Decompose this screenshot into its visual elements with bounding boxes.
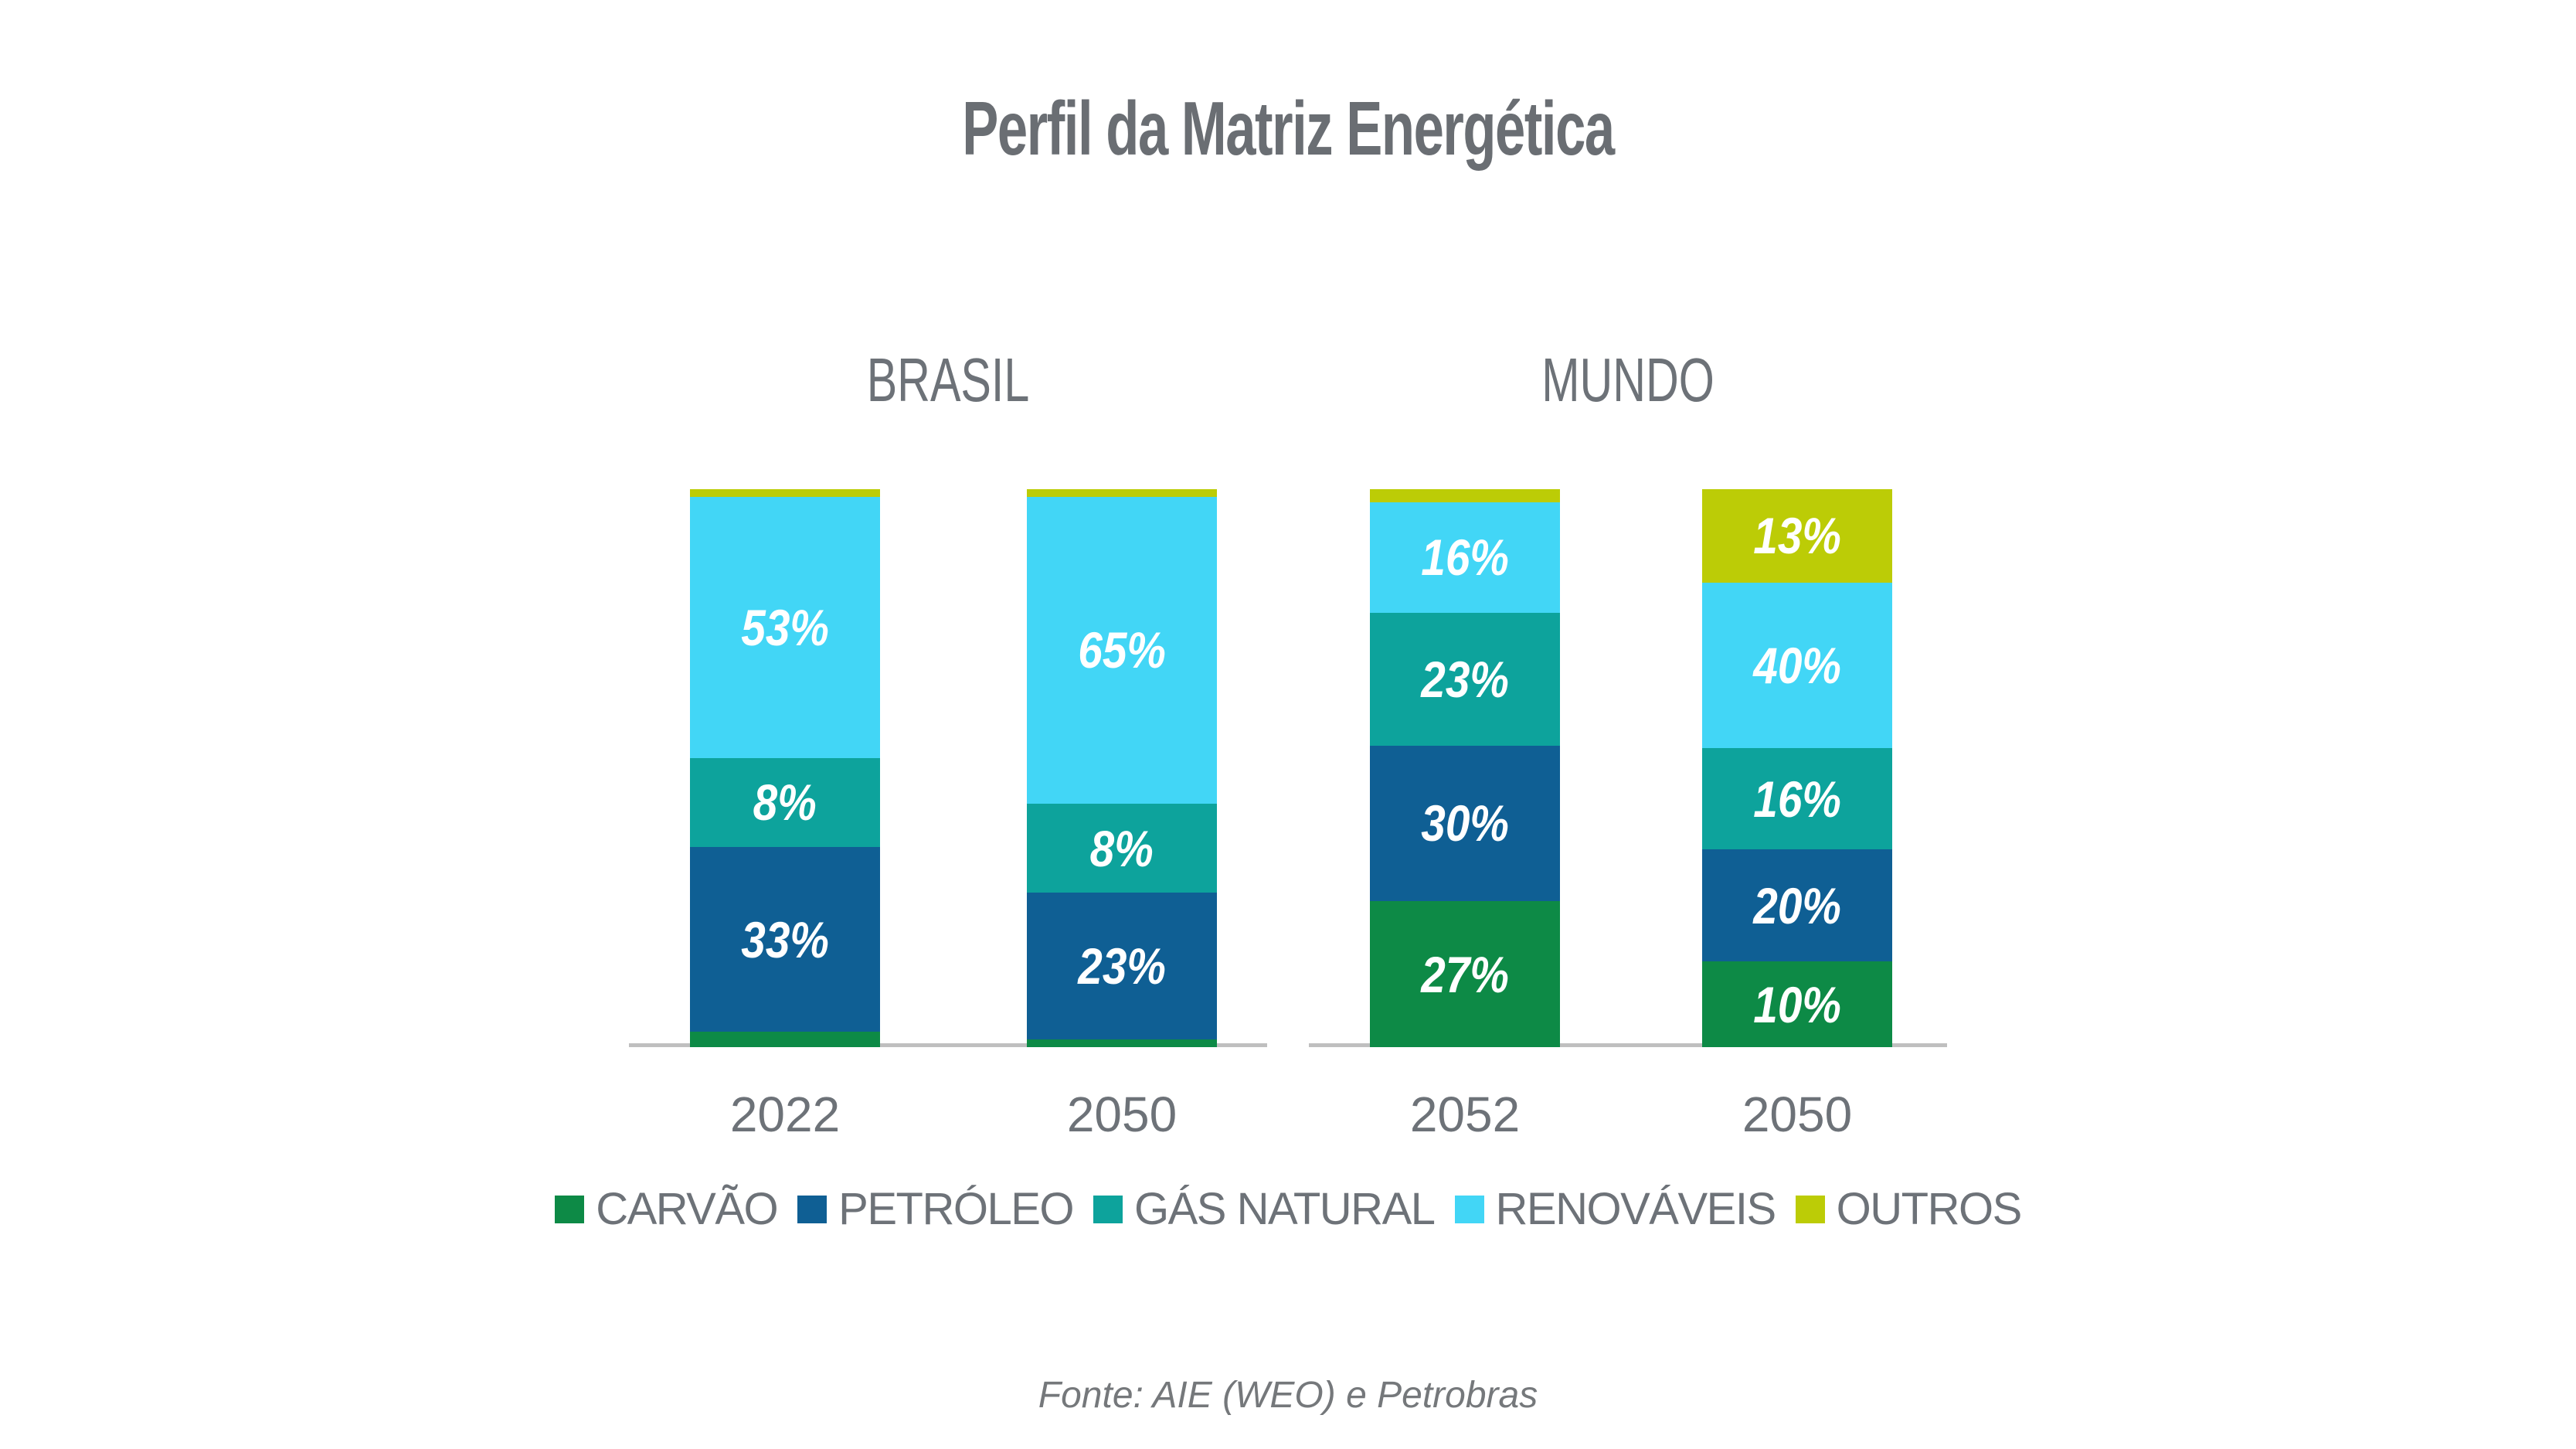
legend-label-renovaveis: RENOVÁVEIS — [1495, 1184, 1777, 1234]
bar-mundo-2050: 13% 40% 16% 20% 10% — [1702, 489, 1892, 1047]
bar-brasil-2022: 53% 8% 33% — [690, 489, 880, 1047]
x-axis-label-brasil-2050: 2050 — [1066, 1087, 1178, 1142]
segment-outros — [1027, 489, 1217, 497]
segment-value-label: 13% — [1753, 507, 1841, 565]
legend-label-carvao: CARVÃO — [596, 1184, 778, 1234]
segment-value-label: 33% — [741, 910, 829, 968]
group-label-mundo: MUNDO — [1541, 345, 1715, 414]
segment-gas_natural: 23% — [1370, 612, 1560, 746]
segment-value-label: 16% — [1753, 770, 1841, 828]
legend: CARVÃO PETRÓLEO GÁS NATURAL RENOVÁVEIS O… — [0, 1183, 2576, 1235]
segment-value-label: 65% — [1078, 621, 1166, 679]
x-axis-label-mundo-2052: 2052 — [1409, 1087, 1521, 1142]
segment-value-label: 16% — [1421, 529, 1509, 587]
segment-renovaveis: 40% — [1702, 582, 1892, 749]
segment-carvao: 10% — [1702, 961, 1892, 1047]
segment-value-label: 23% — [1421, 650, 1509, 708]
segment-value-label: 8% — [753, 774, 817, 832]
axis-baseline-mundo — [1309, 1043, 1947, 1047]
segment-outros: 13% — [1702, 489, 1892, 583]
segment-value-label: 20% — [1753, 876, 1841, 934]
x-axis-label-brasil-2022: 2022 — [729, 1087, 841, 1142]
legend-swatch-outros — [1795, 1195, 1825, 1223]
segment-carvao: 27% — [1370, 901, 1560, 1047]
legend-label-outros: OUTROS — [1836, 1184, 2023, 1234]
segment-value-label: 30% — [1421, 794, 1509, 852]
legend-label-gas-natural: GÁS NATURAL — [1134, 1184, 1436, 1234]
segment-renovaveis: 65% — [1027, 496, 1217, 804]
bar-mundo-2052: 16% 23% 30% 27% — [1370, 489, 1560, 1047]
segment-gas_natural: 8% — [1027, 803, 1217, 893]
legend-item-carvao: CARVÃO — [555, 1183, 779, 1235]
segment-outros — [1370, 489, 1560, 502]
segment-renovaveis: 53% — [690, 496, 880, 758]
segment-petroleo: 33% — [690, 847, 880, 1032]
segment-value-label: 10% — [1753, 975, 1841, 1033]
plot-area-mundo: 16% 23% 30% 27% 2052 13% 40% 16% 20% 10% 2050 — [1309, 489, 1947, 1142]
segment-value-label: 53% — [741, 598, 829, 656]
legend-label-petroleo: PETRÓLEO — [838, 1184, 1074, 1234]
x-axis-label-mundo-2050: 2050 — [1742, 1087, 1853, 1142]
segment-carvao — [1027, 1039, 1217, 1047]
legend-swatch-renovaveis — [1454, 1195, 1484, 1223]
segment-petroleo: 20% — [1702, 849, 1892, 962]
segment-petroleo: 30% — [1370, 745, 1560, 902]
segment-petroleo: 23% — [1027, 893, 1217, 1040]
group-label-brasil: BRASIL — [866, 345, 1030, 414]
axis-baseline-brasil — [629, 1043, 1267, 1047]
legend-swatch-gas-natural — [1093, 1195, 1123, 1223]
chart-title: Perfil da Matriz Energética — [962, 86, 1615, 171]
segment-value-label: 23% — [1078, 937, 1166, 995]
legend-item-gas-natural: GÁS NATURAL — [1093, 1183, 1436, 1235]
legend-item-outros: OUTROS — [1795, 1183, 2023, 1235]
segment-renovaveis: 16% — [1370, 502, 1560, 613]
legend-item-renovaveis: RENOVÁVEIS — [1454, 1183, 1777, 1235]
segment-gas_natural: 16% — [1702, 748, 1892, 850]
segment-gas_natural: 8% — [690, 757, 880, 848]
legend-item-petroleo: PETRÓLEO — [797, 1183, 1074, 1235]
segment-carvao — [690, 1032, 880, 1047]
segment-value-label: 27% — [1421, 945, 1509, 1003]
legend-swatch-petroleo — [797, 1195, 828, 1223]
segment-value-label: 40% — [1753, 637, 1841, 694]
legend-swatch-carvao — [555, 1195, 585, 1223]
segment-outros — [690, 489, 880, 497]
source-note: Fonte: AIE (WEO) e Petrobras — [1038, 1375, 1538, 1416]
bar-brasil-2050: 65% 8% 23% — [1027, 489, 1217, 1047]
segment-value-label: 8% — [1089, 819, 1154, 877]
plot-area-brasil: 53% 8% 33% 2022 65% 8% 23% 2050 — [629, 489, 1267, 1142]
